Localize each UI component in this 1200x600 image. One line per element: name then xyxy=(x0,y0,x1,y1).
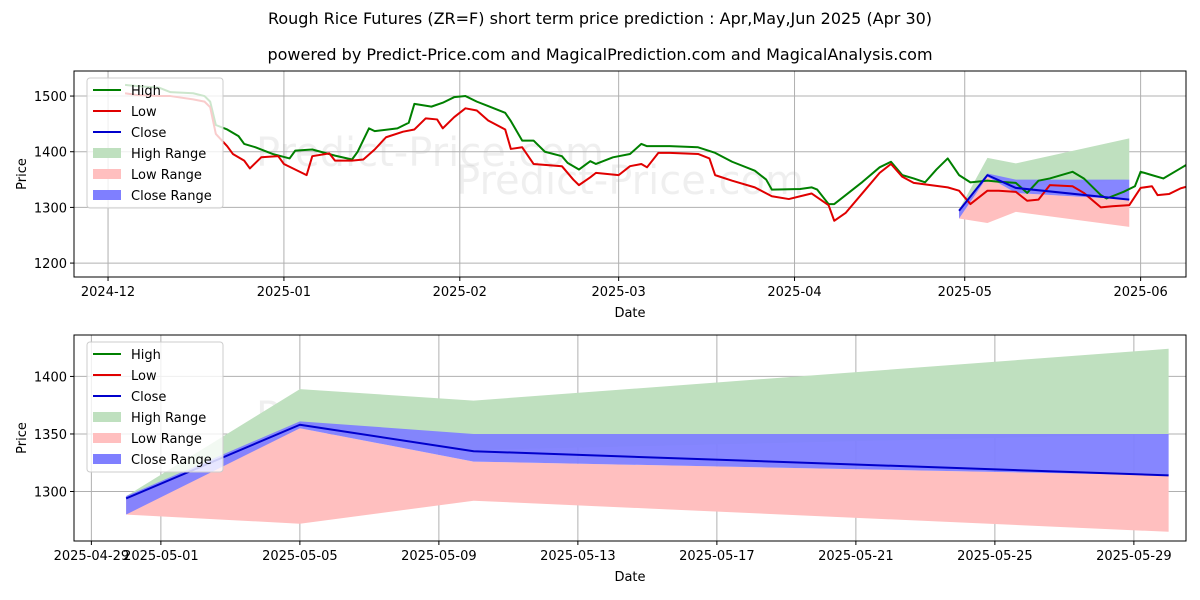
legend-label: Close Range xyxy=(131,453,212,468)
plot-frame xyxy=(73,70,1187,278)
x-tick-label: 2025-04 xyxy=(767,285,821,300)
legend-label: Low Range xyxy=(131,432,202,447)
legend-label: High Range xyxy=(131,411,206,426)
legend-swatch-low-range xyxy=(93,433,121,443)
y-axis-label: Price xyxy=(15,158,30,190)
legend-label: Low xyxy=(131,369,157,384)
y-tick-label: 1300 xyxy=(34,486,67,501)
x-tick-label: 2025-05-13 xyxy=(540,549,616,564)
y-tick-label: 1400 xyxy=(34,370,67,385)
range-band-low-range xyxy=(126,428,1169,532)
legend-label: Low xyxy=(131,105,157,120)
y-axis-label: Price xyxy=(15,422,30,454)
x-tick-label: 2025-05-09 xyxy=(401,549,477,564)
x-tick-label: 2025-05-01 xyxy=(123,549,199,564)
chart-panel-1: Predict-Price.comPredict-Price.com2024-1… xyxy=(15,70,1187,321)
legend: High Low Close High Range Low Range Close Ran… xyxy=(86,341,224,473)
y-tick-label: 1200 xyxy=(34,257,67,272)
x-tick-label: 2025-05-21 xyxy=(818,549,894,564)
range-band-low-range xyxy=(959,176,1130,227)
range-band-close-range xyxy=(959,173,1130,219)
legend-label: Close xyxy=(131,390,166,405)
x-tick-label: 2025-05-17 xyxy=(679,549,755,564)
chart-panel-2: Predict-Price.comPredict-Price.com2025-0… xyxy=(15,334,1187,585)
x-tick-label: 2025-05 xyxy=(938,285,992,300)
x-tick-label: 2025-05-25 xyxy=(957,549,1033,564)
chart-subtitle: powered by Predict-Price.com and Magical… xyxy=(267,45,933,64)
range-band-close-range xyxy=(126,421,1169,515)
legend-label: High xyxy=(131,84,161,99)
x-tick-label: 2025-06 xyxy=(1113,285,1167,300)
x-tick-label: 2025-01 xyxy=(257,285,311,300)
y-tick-label: 1350 xyxy=(34,428,67,443)
legend: High Low Close High Range Low Range Close Ran… xyxy=(86,77,224,209)
series-line-close xyxy=(958,174,1130,212)
plot-area xyxy=(124,83,1186,227)
legend-swatch-high-range xyxy=(93,148,121,158)
x-tick-label: 2024-12 xyxy=(81,285,135,300)
x-tick-label: 2025-05-05 xyxy=(262,549,338,564)
x-tick-label: 2025-02 xyxy=(433,285,487,300)
legend-swatch-high-range xyxy=(93,412,121,422)
x-tick-label: 2025-03 xyxy=(591,285,645,300)
range-band-high-range xyxy=(959,138,1130,211)
legend-label: High xyxy=(131,348,161,363)
series-line-low xyxy=(124,92,1186,222)
legend-label: High Range xyxy=(131,147,206,162)
y-tick-label: 1400 xyxy=(34,146,67,161)
y-tick-label: 1500 xyxy=(34,90,67,105)
x-axis-label: Date xyxy=(614,570,645,585)
x-tick-label: 2025-05-29 xyxy=(1096,549,1172,564)
y-tick-label: 1300 xyxy=(34,201,67,216)
legend-swatch-close-range xyxy=(93,454,121,464)
legend-swatch-low-range xyxy=(93,169,121,179)
x-axis-label: Date xyxy=(614,306,645,321)
range-band-high-range xyxy=(126,348,1169,499)
plot-frame xyxy=(73,334,1187,542)
legend-label: Close Range xyxy=(131,189,212,204)
plot-area xyxy=(125,348,1169,532)
legend-label: Low Range xyxy=(131,168,202,183)
x-tick-label: 2025-04-29 xyxy=(54,549,130,564)
chart-title: Rough Rice Futures (ZR=F) short term pri… xyxy=(267,9,933,28)
legend-swatch-close-range xyxy=(93,190,121,200)
legend-label: Close xyxy=(131,126,166,141)
